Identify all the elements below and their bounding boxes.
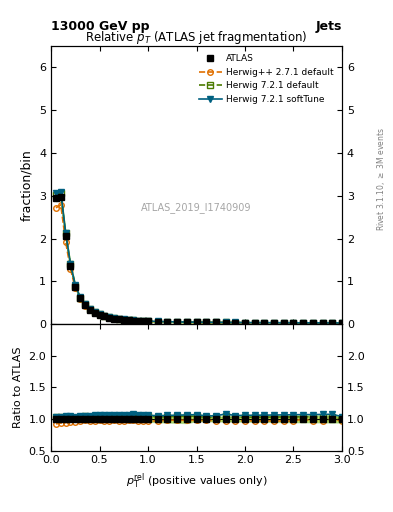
Text: Jets: Jets bbox=[316, 20, 342, 33]
Text: 13000 GeV pp: 13000 GeV pp bbox=[51, 20, 150, 33]
Y-axis label: fraction/bin: fraction/bin bbox=[20, 149, 33, 221]
Title: Relative $p_T$ (ATLAS jet fragmentation): Relative $p_T$ (ATLAS jet fragmentation) bbox=[85, 29, 308, 46]
Text: Rivet 3.1.10, $\geq$ 3M events: Rivet 3.1.10, $\geq$ 3M events bbox=[375, 127, 387, 231]
X-axis label: $p_{\mathrm{T}}^{\mathrm{rel}}$ (positive values only): $p_{\mathrm{T}}^{\mathrm{rel}}$ (positiv… bbox=[126, 471, 267, 490]
Legend: ATLAS, Herwig++ 2.7.1 default, Herwig 7.2.1 default, Herwig 7.2.1 softTune: ATLAS, Herwig++ 2.7.1 default, Herwig 7.… bbox=[195, 51, 338, 108]
Y-axis label: Ratio to ATLAS: Ratio to ATLAS bbox=[13, 347, 23, 428]
Text: ATLAS_2019_I1740909: ATLAS_2019_I1740909 bbox=[141, 202, 252, 213]
